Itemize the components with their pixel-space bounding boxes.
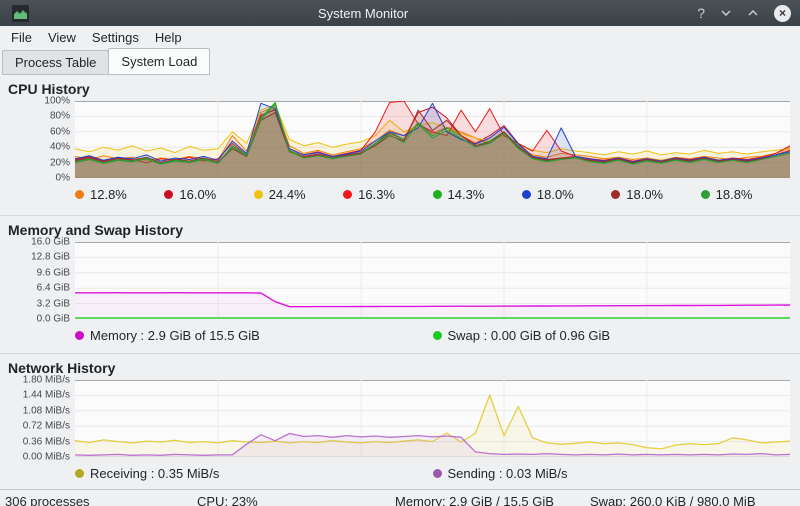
maximize-button[interactable] bbox=[747, 9, 759, 17]
app-icon bbox=[12, 4, 29, 22]
legend-label: 24.4% bbox=[268, 187, 306, 202]
axis-tick-label: 100% bbox=[44, 95, 70, 107]
menu-settings[interactable]: Settings bbox=[91, 29, 139, 45]
legend-label: 14.3% bbox=[447, 187, 485, 202]
legend-item-cpu-8: 18.8% bbox=[700, 186, 790, 203]
network-history-chart bbox=[75, 380, 790, 457]
tab-process-table[interactable]: Process Table bbox=[2, 50, 110, 75]
legend-label: 16.0% bbox=[179, 187, 217, 202]
legend-item-sending: Sending : 0.03 MiB/s bbox=[432, 465, 791, 482]
network-history-title: Network History bbox=[8, 360, 116, 376]
axis-tick-label: 20% bbox=[49, 157, 70, 169]
legend-dot-icon bbox=[75, 331, 84, 340]
axis-tick-label: 1.80 MiB/s bbox=[22, 374, 70, 386]
legend-item-swap: Swap : 0.00 GiB of 0.96 GiB bbox=[432, 327, 791, 344]
legend-item-cpu-7: 18.0% bbox=[611, 186, 700, 203]
network-history-section: Network History 1.80 MiB/s 1.44 MiB/s 1.08… bbox=[0, 353, 800, 489]
axis-tick-label: 16.0 GiB bbox=[31, 236, 70, 248]
help-button[interactable]: ? bbox=[697, 5, 705, 21]
network-y-axis: 1.80 MiB/s 1.44 MiB/s 1.08 MiB/s 0.72 MiB/s… bbox=[0, 375, 75, 463]
app-icon-chart bbox=[12, 4, 29, 22]
cpu-history-chart bbox=[75, 101, 790, 178]
legend-label: 12.8% bbox=[90, 187, 127, 202]
memory-legend: Memory : 2.9 GiB of 15.5 GiB Swap : 0.00 … bbox=[75, 327, 790, 344]
status-bar: 306 processes CPU: 23% Memory: 2.9 GiB /… bbox=[0, 489, 800, 506]
legend-item-cpu-6: 18.0% bbox=[521, 186, 611, 203]
legend-item-cpu-1: 12.8% bbox=[75, 186, 164, 203]
axis-tick-label: 80% bbox=[49, 110, 70, 122]
memory-swap-section: Memory and Swap History 16.0 GiB 12.8 GiB… bbox=[0, 215, 800, 353]
legend-label: Receiving : 0.35 MiB/s bbox=[90, 466, 220, 481]
legend-dot-icon bbox=[164, 190, 174, 199]
titlebar: System Monitor ? × bbox=[0, 0, 800, 26]
close-button[interactable]: × bbox=[774, 4, 791, 22]
memory-swap-title: Memory and Swap History bbox=[8, 222, 184, 238]
legend-label: 18.0% bbox=[626, 187, 664, 202]
network-legend: Receiving : 0.35 MiB/s Sending : 0.03 MiB… bbox=[75, 465, 790, 482]
chevron-down-icon bbox=[721, 10, 731, 16]
status-cpu: CPU: 23% bbox=[197, 494, 258, 506]
axis-tick-label: 60% bbox=[49, 126, 70, 138]
legend-dot-icon bbox=[611, 190, 621, 199]
cpu-legend: 12.8% 16.0% 24.4% 16.3% 14.3% 18.0% 18.0% 18.8% bbox=[75, 186, 790, 203]
legend-label: Memory : 2.9 GiB of 15.5 GiB bbox=[90, 328, 260, 343]
menu-file[interactable]: File bbox=[11, 29, 32, 45]
legend-item-cpu-4: 16.3% bbox=[343, 186, 432, 203]
cpu-history-title: CPU History bbox=[8, 81, 90, 97]
axis-tick-label: 0.0 GiB bbox=[36, 313, 70, 325]
legend-label: 16.3% bbox=[358, 187, 395, 202]
legend-item-cpu-2: 16.0% bbox=[164, 186, 253, 203]
legend-label: 18.8% bbox=[715, 187, 753, 202]
legend-label: 18.0% bbox=[536, 187, 574, 202]
legend-item-memory: Memory : 2.9 GiB of 15.5 GiB bbox=[75, 327, 433, 344]
tab-system-load[interactable]: System Load bbox=[108, 48, 211, 75]
axis-tick-label: 1.08 MiB/s bbox=[22, 405, 70, 417]
legend-dot-icon bbox=[75, 469, 84, 478]
axis-tick-label: 0.36 MiB/s bbox=[22, 436, 70, 448]
legend-dot-icon bbox=[343, 190, 353, 199]
cpu-history-section: CPU History 100% 80% 60% 40% 20% 0% 12.8% 16.0… bbox=[0, 75, 800, 215]
legend-dot-icon bbox=[521, 190, 531, 199]
cpu-y-axis: 100% 80% 60% 40% 20% 0% bbox=[0, 96, 75, 184]
status-swap: Swap: 260.0 KiB / 980.0 MiB bbox=[590, 494, 756, 506]
axis-tick-label: 6.4 GiB bbox=[36, 282, 70, 294]
menubar: File View Settings Help bbox=[0, 26, 800, 48]
axis-tick-label: 1.44 MiB/s bbox=[22, 389, 70, 401]
window-title: System Monitor bbox=[317, 5, 409, 21]
axis-tick-label: 0% bbox=[55, 172, 70, 184]
legend-item-cpu-3: 24.4% bbox=[253, 186, 343, 203]
menu-help[interactable]: Help bbox=[154, 29, 182, 45]
status-processes: 306 processes bbox=[5, 494, 90, 506]
legend-dot-icon bbox=[432, 190, 442, 199]
legend-dot-icon bbox=[253, 190, 263, 199]
legend-item-cpu-5: 14.3% bbox=[432, 186, 522, 203]
memory-y-axis: 16.0 GiB 12.8 GiB 9.6 GiB 6.4 GiB 3.2 GiB 0.0… bbox=[0, 237, 75, 325]
tab-bar: Process Table System Load bbox=[0, 48, 800, 75]
legend-dot-icon bbox=[700, 190, 710, 199]
axis-tick-label: 3.2 GiB bbox=[36, 298, 70, 310]
status-memory: Memory: 2.9 GiB / 15.5 GiB bbox=[395, 494, 554, 506]
legend-label: Sending : 0.03 MiB/s bbox=[447, 466, 568, 481]
axis-tick-label: 9.6 GiB bbox=[36, 267, 70, 279]
chevron-up-icon bbox=[748, 10, 758, 16]
menu-view[interactable]: View bbox=[47, 29, 76, 45]
legend-dot-icon bbox=[75, 190, 84, 199]
memory-swap-chart bbox=[75, 242, 790, 319]
legend-item-receiving: Receiving : 0.35 MiB/s bbox=[75, 465, 433, 482]
axis-tick-label: 0.00 MiB/s bbox=[22, 451, 70, 463]
axis-tick-label: 0.72 MiB/s bbox=[22, 420, 70, 432]
minimize-button[interactable] bbox=[720, 9, 732, 17]
legend-label: Swap : 0.00 GiB of 0.96 GiB bbox=[447, 328, 611, 343]
legend-dot-icon bbox=[432, 469, 442, 478]
legend-dot-icon bbox=[432, 331, 442, 340]
axis-tick-label: 40% bbox=[49, 141, 70, 153]
axis-tick-label: 12.8 GiB bbox=[31, 251, 70, 263]
